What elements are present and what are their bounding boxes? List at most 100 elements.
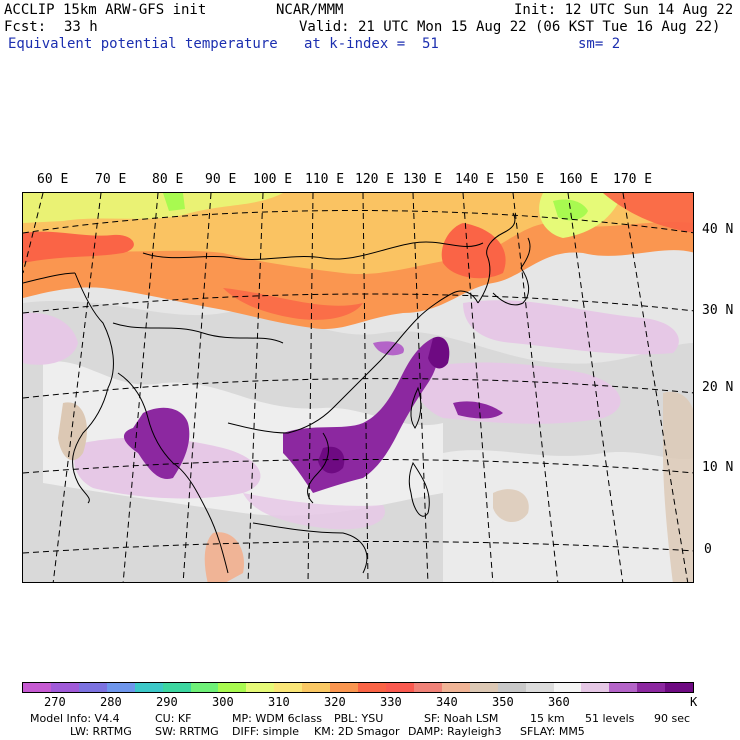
light-purple-region bbox=[243, 493, 385, 530]
tan-patch bbox=[58, 402, 87, 461]
colorbar-swatch bbox=[358, 683, 386, 692]
footer-cu: CU: KF bbox=[155, 712, 192, 725]
tan-patch bbox=[663, 391, 693, 582]
colorbar-swatch bbox=[106, 683, 135, 692]
colorbar-swatch bbox=[218, 683, 247, 692]
warm-band-core bbox=[23, 193, 283, 223]
colorbar-swatch bbox=[274, 683, 303, 692]
colorbar-swatch bbox=[134, 683, 163, 692]
colorbar-tick: 330 bbox=[380, 695, 402, 709]
smoothing-label: sm= 2 bbox=[578, 36, 621, 52]
purple-core bbox=[318, 446, 345, 474]
lon-label: 100 E bbox=[253, 172, 293, 187]
footer-resolution: 15 km bbox=[530, 712, 565, 725]
colorbar-swatch bbox=[385, 683, 414, 692]
colorbar-swatch bbox=[302, 683, 331, 692]
center-label: NCAR/MMM bbox=[276, 2, 344, 18]
white-field-region bbox=[443, 450, 693, 582]
footer-timestep: 90 sec bbox=[654, 712, 691, 725]
colorbar-swatch bbox=[581, 683, 610, 692]
bay-of-bengal-coast bbox=[117, 372, 174, 464]
fcst-label: Fcst: bbox=[4, 19, 47, 35]
west-border bbox=[23, 272, 76, 284]
colorbar-tick: 290 bbox=[156, 695, 178, 709]
colorbar-swatch bbox=[190, 683, 219, 692]
footer-lw: LW: RRTMG bbox=[70, 725, 132, 738]
lat-label: 40 N bbox=[702, 222, 734, 237]
red-patch bbox=[23, 231, 134, 263]
lon-label: 110 E bbox=[305, 172, 345, 187]
colorbar-tick: 270 bbox=[44, 695, 66, 709]
footer-pbl: PBL: YSU bbox=[334, 712, 384, 725]
colorbar-tick: 320 bbox=[324, 695, 346, 709]
red-patch bbox=[603, 193, 693, 233]
tan-patch bbox=[493, 489, 529, 523]
lon-label: 120 E bbox=[355, 172, 395, 187]
colorbar-swatch bbox=[50, 683, 79, 692]
footer-damp: DAMP: Rayleigh3 bbox=[408, 725, 502, 738]
colorbar-swatch bbox=[162, 683, 191, 692]
malay-coast bbox=[172, 462, 229, 574]
light-purple-region bbox=[23, 312, 78, 365]
colorbar-swatch bbox=[609, 683, 638, 692]
colorbar-swatch bbox=[497, 683, 526, 692]
colorbar-swatch bbox=[553, 683, 582, 692]
lat-label: 0 bbox=[704, 542, 712, 557]
valid-time: Valid: 21 UTC Mon 15 Aug 22 (06 KST Tue … bbox=[299, 19, 721, 35]
lon-label: 170 E bbox=[613, 172, 653, 187]
colorbar-swatch bbox=[413, 683, 442, 692]
mongolia-border bbox=[142, 241, 484, 260]
lon-label: 140 E bbox=[455, 172, 495, 187]
colorbar-swatch bbox=[246, 683, 275, 692]
footer-sf: SF: Noah LSM bbox=[424, 712, 499, 725]
colorbar-swatch bbox=[23, 683, 51, 692]
tibet-border bbox=[112, 322, 284, 344]
map-canvas bbox=[23, 193, 693, 582]
lat-label: 20 N bbox=[702, 380, 734, 395]
field-name: Equivalent potential temperature bbox=[8, 36, 278, 52]
footer-sw: SW: RRTMG bbox=[155, 725, 219, 738]
footer-levels: 51 levels bbox=[585, 712, 635, 725]
lon-label: 160 E bbox=[559, 172, 599, 187]
colorbar-tick: 340 bbox=[436, 695, 458, 709]
colorbar-tick: 350 bbox=[492, 695, 514, 709]
colorbar-swatch bbox=[637, 683, 666, 692]
footer-model-info: Model Info: V4.4 bbox=[30, 712, 120, 725]
india-coast bbox=[72, 272, 114, 504]
lon-label: 90 E bbox=[205, 172, 237, 187]
lat-label: 10 N bbox=[702, 460, 734, 475]
footer-sflay: SFLAY: MM5 bbox=[520, 725, 585, 738]
taiwan-coast bbox=[410, 386, 422, 429]
indochina-coast bbox=[307, 432, 329, 504]
warm-band-inner bbox=[23, 193, 693, 274]
coastlines bbox=[23, 212, 531, 574]
warm-band-core bbox=[553, 199, 588, 221]
graticule bbox=[23, 193, 693, 582]
purple-core bbox=[428, 336, 450, 369]
colorbar-swatch bbox=[330, 683, 359, 692]
model-title: ACCLIP 15km ARW-GFS init bbox=[4, 2, 207, 18]
purple-core bbox=[123, 407, 190, 479]
purple-core bbox=[373, 341, 404, 356]
colorbar-swatch bbox=[665, 683, 694, 692]
colorbar-tick: 280 bbox=[100, 695, 122, 709]
theta-e-map bbox=[22, 192, 694, 583]
lon-label: 60 E bbox=[37, 172, 69, 187]
warm-band-core bbox=[163, 193, 185, 211]
level-label: at k-index = 51 bbox=[304, 36, 439, 52]
colorbar-unit: K bbox=[690, 695, 698, 709]
footer-mp: MP: WDM 6class bbox=[232, 712, 322, 725]
japan-coast bbox=[492, 237, 531, 306]
footer-km: KM: 2D Smagor bbox=[314, 725, 400, 738]
lon-label: 70 E bbox=[95, 172, 127, 187]
china-coast bbox=[227, 290, 479, 434]
colorbar-tick: 300 bbox=[212, 695, 234, 709]
purple-core bbox=[453, 401, 503, 419]
colorbar-tick: 310 bbox=[268, 695, 290, 709]
colorbar-swatch bbox=[469, 683, 498, 692]
lat-label: 30 N bbox=[702, 303, 734, 318]
borneo-coast bbox=[252, 522, 368, 574]
colorbar-swatch bbox=[441, 683, 470, 692]
lon-label: 130 E bbox=[403, 172, 443, 187]
philippines-coast bbox=[408, 461, 430, 517]
